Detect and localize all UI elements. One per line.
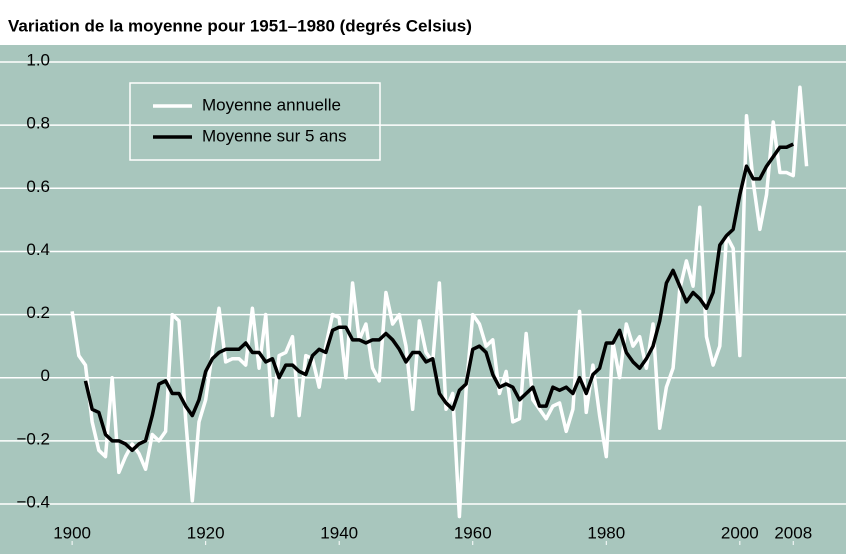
y-tick-label: −0.2 (16, 429, 50, 448)
y-tick-label: 0.2 (26, 303, 50, 322)
x-tick-label: 1960 (454, 523, 492, 542)
x-tick-label: 1940 (320, 523, 358, 542)
y-tick-label: 0.6 (26, 177, 50, 196)
lines (70, 85, 809, 519)
y-tick-label: 0.4 (26, 240, 50, 259)
legend-box (129, 82, 381, 161)
series-line (70, 85, 809, 519)
x-tick-label: 2008 (774, 523, 812, 542)
legend-label: Moyenne sur 5 ans (202, 126, 347, 145)
y-tick-label: −0.4 (16, 492, 50, 511)
grid: −0.4 −0.2 0 0.2 0.4 0.6 0.8 1.0 1900 1920 1940 1960… (0, 51, 846, 545)
x-tick-label: 2000 (721, 523, 759, 542)
y-tick-label: 0.8 (26, 114, 50, 133)
legend-label: Moyenne annuelle (202, 95, 341, 114)
series-line (83, 142, 794, 453)
y-tick-label: 1.0 (26, 51, 50, 70)
x-tick-label: 1980 (587, 523, 625, 542)
y-tick-label: 0 (41, 366, 50, 385)
chart-title: Variation de la moyenne pour 1951–1980 (… (8, 16, 472, 35)
x-tick-label: 1920 (187, 523, 225, 542)
legend: Moyenne annuelle Moyenne sur 5 ans (129, 82, 381, 161)
x-tick-label: 1900 (53, 523, 91, 542)
plot-area (0, 45, 846, 554)
